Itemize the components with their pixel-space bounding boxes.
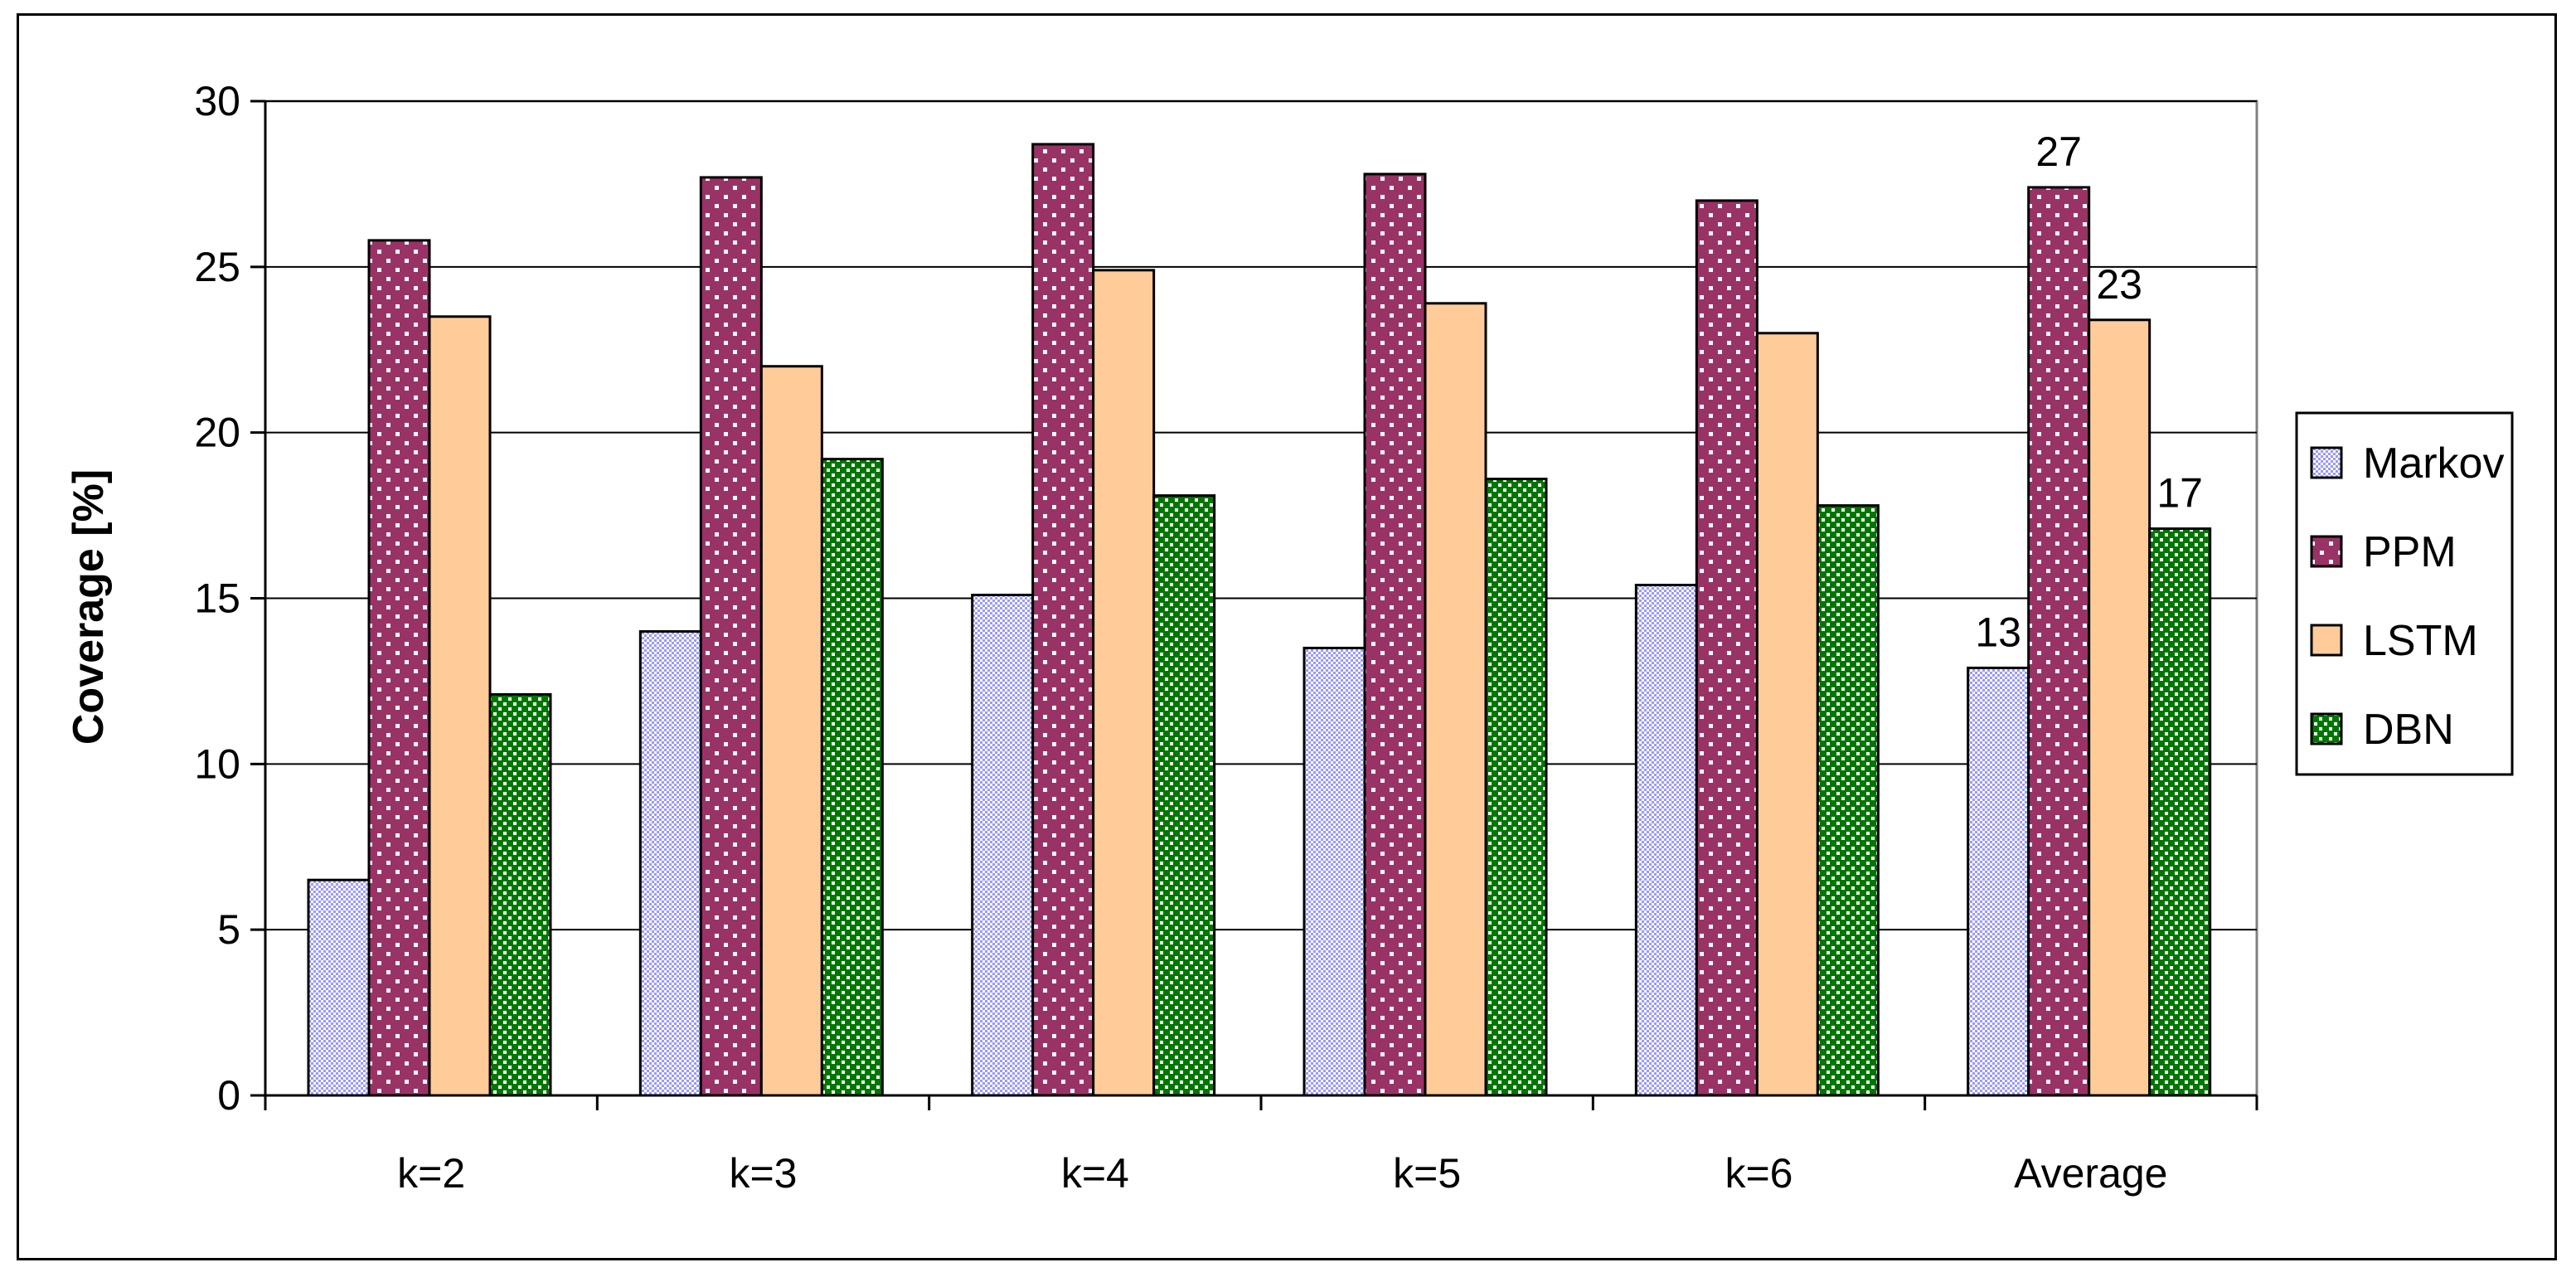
bar-markov-4 xyxy=(1634,584,1698,1097)
bar-lstm-4 xyxy=(1755,332,1819,1097)
x-tick-label: k=6 xyxy=(1725,1150,1793,1197)
legend-label-markov: Markov xyxy=(2363,439,2504,488)
bar-markov-3 xyxy=(1303,646,1366,1097)
data-label: 13 xyxy=(1975,609,2021,655)
y-tick-label: 15 xyxy=(194,575,240,622)
x-tick-labels: k=2 k=3 k=4 k=5 k=6 Average xyxy=(397,1150,2167,1197)
bar-markov-1 xyxy=(638,629,702,1097)
legend-swatch-markov xyxy=(2310,446,2343,479)
bar-ppm-5 xyxy=(2027,186,2091,1097)
y-tick-labels: 0 5 10 15 20 25 30 xyxy=(194,78,240,1119)
axes xyxy=(250,100,2258,1110)
legend-label-ppm: PPM xyxy=(2363,528,2457,576)
data-label: 27 xyxy=(2035,129,2082,175)
x-tick-label: k=2 xyxy=(397,1150,465,1197)
bar-ppm-4 xyxy=(1695,199,1759,1097)
legend: Markov PPM LSTM DBN xyxy=(2295,411,2514,776)
y-tick-label: 0 xyxy=(217,1072,240,1119)
bar-ppm-1 xyxy=(699,176,763,1097)
bar-dbn-0 xyxy=(488,692,552,1097)
bar-dbn-1 xyxy=(820,458,884,1097)
bar-dbn-2 xyxy=(1152,494,1216,1097)
x-tick-label: k=5 xyxy=(1393,1150,1461,1197)
legend-label-dbn: DBN xyxy=(2363,706,2454,754)
bar-markov-5 xyxy=(1967,666,2030,1097)
bar-lstm-2 xyxy=(1092,269,1156,1097)
gridlines xyxy=(264,100,2258,1097)
bars-group xyxy=(307,143,2212,1097)
bar-dbn-5 xyxy=(2148,527,2212,1097)
y-tick-label: 20 xyxy=(194,410,240,456)
data-labels: 13 27 23 17 xyxy=(1975,129,2203,656)
x-tick-label: Average xyxy=(2014,1150,2167,1197)
y-axis-label: Coverage [%] xyxy=(65,469,113,745)
y-tick-label: 10 xyxy=(194,740,240,787)
bar-lstm-5 xyxy=(2088,318,2152,1097)
bar-ppm-2 xyxy=(1031,143,1095,1097)
bar-ppm-0 xyxy=(367,239,431,1097)
legend-swatch-ppm xyxy=(2310,535,2343,568)
y-tick-label: 5 xyxy=(217,906,240,953)
bar-lstm-3 xyxy=(1424,302,1487,1097)
legend-swatch-dbn xyxy=(2310,712,2343,745)
bar-lstm-0 xyxy=(428,315,492,1097)
bar-lstm-1 xyxy=(759,365,823,1097)
bar-markov-0 xyxy=(307,878,371,1097)
bar-ppm-3 xyxy=(1363,172,1427,1097)
bar-dbn-3 xyxy=(1484,478,1548,1097)
x-tick-label: k=3 xyxy=(729,1150,797,1197)
data-label: 23 xyxy=(2096,261,2142,308)
x-tick-label: k=4 xyxy=(1061,1150,1129,1197)
legend-swatch-lstm xyxy=(2310,624,2343,657)
bar-dbn-4 xyxy=(1816,504,1880,1097)
y-tick-label: 30 xyxy=(194,78,240,124)
y-tick-label: 25 xyxy=(194,244,240,290)
bar-markov-2 xyxy=(971,594,1035,1097)
legend-label-lstm: LSTM xyxy=(2363,617,2478,665)
data-label: 17 xyxy=(2156,470,2203,517)
